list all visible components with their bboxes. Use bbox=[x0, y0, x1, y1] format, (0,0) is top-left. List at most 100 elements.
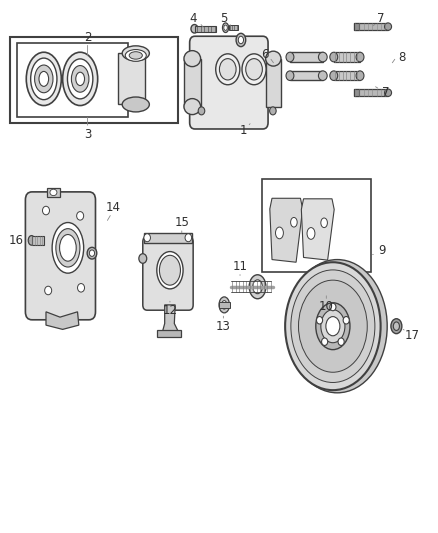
Ellipse shape bbox=[139, 254, 147, 263]
Ellipse shape bbox=[316, 303, 350, 350]
Ellipse shape bbox=[391, 319, 402, 334]
Ellipse shape bbox=[50, 189, 57, 196]
Text: 1: 1 bbox=[239, 124, 247, 137]
Bar bbox=[118, 53, 145, 104]
FancyBboxPatch shape bbox=[143, 237, 193, 310]
Ellipse shape bbox=[242, 54, 266, 85]
Ellipse shape bbox=[219, 297, 230, 313]
Bar bbox=[47, 188, 60, 197]
Text: 7: 7 bbox=[381, 86, 389, 99]
Ellipse shape bbox=[317, 317, 323, 324]
Text: 14: 14 bbox=[106, 201, 120, 214]
Bar bbox=[290, 52, 323, 62]
Text: 5: 5 bbox=[220, 12, 227, 25]
Ellipse shape bbox=[159, 255, 180, 285]
Ellipse shape bbox=[89, 250, 95, 256]
Ellipse shape bbox=[26, 52, 61, 106]
Ellipse shape bbox=[42, 206, 49, 215]
Ellipse shape bbox=[246, 59, 262, 80]
Bar bbox=[266, 59, 281, 107]
Text: 4: 4 bbox=[189, 12, 197, 25]
Bar bbox=[354, 89, 388, 96]
Ellipse shape bbox=[286, 52, 294, 62]
Polygon shape bbox=[162, 305, 180, 334]
Bar bbox=[32, 236, 44, 245]
Bar bbox=[157, 330, 181, 337]
Bar bbox=[290, 71, 323, 80]
Ellipse shape bbox=[393, 322, 399, 330]
Ellipse shape bbox=[326, 317, 340, 336]
Ellipse shape bbox=[216, 54, 240, 85]
Ellipse shape bbox=[60, 235, 76, 261]
Text: 6: 6 bbox=[261, 48, 269, 61]
Ellipse shape bbox=[249, 275, 266, 298]
Text: 11: 11 bbox=[233, 260, 247, 273]
Ellipse shape bbox=[318, 52, 327, 62]
Ellipse shape bbox=[144, 233, 151, 241]
Ellipse shape bbox=[87, 247, 97, 259]
Ellipse shape bbox=[52, 223, 84, 273]
Ellipse shape bbox=[287, 260, 387, 393]
Ellipse shape bbox=[321, 310, 345, 343]
Bar bbox=[10, 37, 178, 123]
Bar bbox=[219, 302, 230, 308]
Bar bbox=[334, 52, 360, 62]
Text: 17: 17 bbox=[404, 329, 419, 342]
Ellipse shape bbox=[223, 23, 229, 33]
Ellipse shape bbox=[276, 227, 283, 239]
Ellipse shape bbox=[222, 301, 227, 309]
Bar bbox=[354, 89, 359, 96]
Ellipse shape bbox=[67, 59, 93, 99]
Ellipse shape bbox=[191, 25, 198, 33]
Polygon shape bbox=[46, 312, 79, 329]
Text: 8: 8 bbox=[399, 51, 406, 63]
Ellipse shape bbox=[356, 71, 364, 80]
Ellipse shape bbox=[198, 107, 205, 115]
Ellipse shape bbox=[129, 52, 142, 59]
Ellipse shape bbox=[28, 236, 35, 245]
Ellipse shape bbox=[63, 52, 98, 106]
Ellipse shape bbox=[71, 66, 89, 92]
Ellipse shape bbox=[356, 52, 364, 62]
Ellipse shape bbox=[385, 23, 392, 30]
Bar bbox=[144, 233, 192, 243]
Ellipse shape bbox=[125, 50, 146, 61]
Polygon shape bbox=[270, 198, 303, 262]
Bar bbox=[195, 26, 216, 32]
Ellipse shape bbox=[184, 99, 201, 115]
Ellipse shape bbox=[330, 71, 338, 80]
Text: 2: 2 bbox=[84, 31, 92, 44]
Ellipse shape bbox=[330, 303, 336, 311]
Ellipse shape bbox=[236, 33, 246, 47]
Bar bbox=[229, 25, 238, 30]
Ellipse shape bbox=[285, 262, 381, 390]
Ellipse shape bbox=[291, 217, 297, 227]
Text: 9: 9 bbox=[378, 244, 386, 257]
Text: 15: 15 bbox=[174, 216, 189, 229]
Bar bbox=[184, 59, 201, 107]
Ellipse shape bbox=[338, 338, 344, 345]
Text: 7: 7 bbox=[377, 12, 385, 25]
Ellipse shape bbox=[299, 280, 367, 372]
Ellipse shape bbox=[330, 52, 338, 62]
Ellipse shape bbox=[343, 317, 349, 324]
Ellipse shape bbox=[253, 280, 262, 294]
Ellipse shape bbox=[385, 89, 392, 96]
Ellipse shape bbox=[122, 46, 149, 61]
Ellipse shape bbox=[224, 25, 227, 30]
Ellipse shape bbox=[78, 284, 85, 292]
FancyBboxPatch shape bbox=[25, 192, 95, 320]
Ellipse shape bbox=[321, 338, 328, 345]
Text: 3: 3 bbox=[84, 128, 91, 141]
Ellipse shape bbox=[35, 65, 53, 93]
Ellipse shape bbox=[76, 72, 85, 86]
Bar bbox=[334, 71, 360, 80]
Text: 12: 12 bbox=[162, 304, 177, 317]
Ellipse shape bbox=[318, 71, 327, 80]
Ellipse shape bbox=[185, 233, 192, 241]
Ellipse shape bbox=[122, 97, 149, 112]
Ellipse shape bbox=[77, 212, 84, 220]
Ellipse shape bbox=[31, 58, 57, 100]
Ellipse shape bbox=[321, 218, 328, 228]
Ellipse shape bbox=[238, 36, 244, 44]
